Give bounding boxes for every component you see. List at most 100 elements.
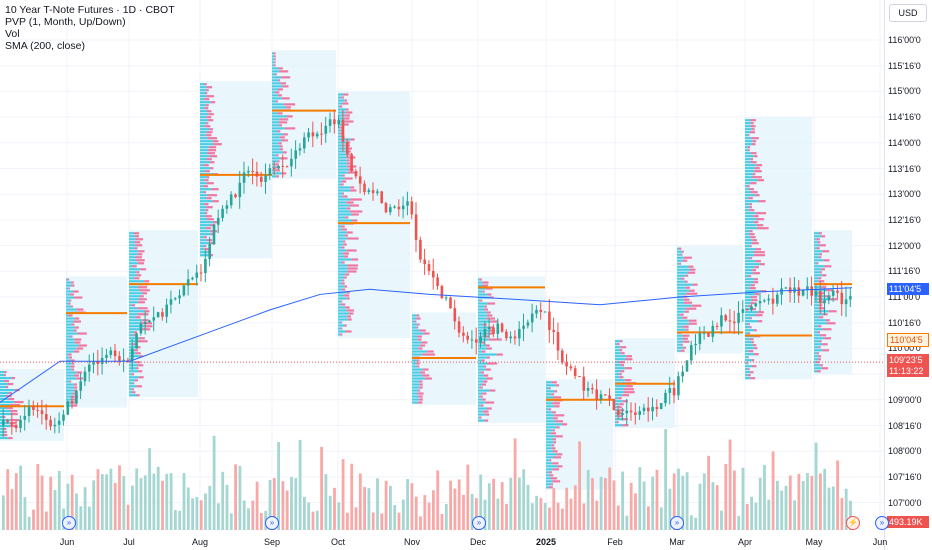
candle-body (642, 407, 646, 412)
profile-bar-up (745, 173, 753, 176)
profile-bar-up (745, 275, 749, 278)
profile-bar-down (348, 312, 354, 315)
profile-bar-down (819, 340, 822, 343)
profile-bar-up (615, 358, 626, 361)
volume-bar (169, 473, 173, 530)
profile-bar-down (749, 206, 752, 209)
profile-bar-down (212, 200, 219, 203)
profile-bar-up (814, 307, 820, 310)
volume-bar (324, 474, 328, 530)
profile-bar-up (129, 232, 135, 235)
event-icon-jun[interactable]: » (62, 516, 76, 530)
candle-body (358, 176, 362, 184)
price-axis[interactable] (884, 0, 932, 550)
volume-bar (234, 464, 237, 530)
profile-bar-down (73, 320, 81, 323)
profile-bar-up (200, 92, 206, 95)
profile-bar-up (338, 273, 345, 276)
profile-bar-down (682, 316, 688, 319)
candle-body (303, 137, 306, 149)
volume-bar (767, 499, 771, 530)
profile-bar-up (338, 111, 346, 114)
legend-indicator-pvp[interactable]: PVP (1, Month, Up/Down) (5, 16, 126, 28)
profile-bar-down (486, 407, 492, 410)
price-chart[interactable] (0, 0, 884, 550)
profile-bar-up (478, 380, 484, 383)
profile-bar-down (551, 444, 555, 447)
profile-bar-down (485, 401, 495, 404)
profile-bar-up (745, 287, 750, 290)
price-tick: 114'00'0 (888, 137, 921, 148)
profile-bar-down (76, 308, 84, 311)
profile-bar-down (489, 389, 496, 392)
profile-bar-up (338, 162, 348, 165)
time-tick: 2025 (535, 537, 557, 547)
profile-bar-up (745, 299, 752, 302)
event-icon-sep[interactable]: » (265, 516, 279, 530)
profile-bar-down (4, 379, 9, 383)
volume-bar (371, 512, 375, 530)
candle-body (36, 409, 39, 411)
volume-bar (427, 502, 431, 530)
profile-bar-up (129, 355, 140, 358)
profile-bar-down (753, 155, 758, 158)
profile-bar-up (615, 406, 619, 409)
event-icon-dec[interactable]: » (472, 516, 486, 530)
profile-bar-up (66, 332, 78, 335)
profile-bar-up (412, 383, 420, 386)
legend-indicator-vol[interactable]: Vol (5, 28, 20, 40)
profile-bar-up (338, 225, 342, 228)
profile-bar-down (756, 227, 769, 230)
profile-bar-down (144, 280, 150, 283)
volume-bar (49, 476, 53, 530)
profile-bar-down (341, 288, 346, 291)
volume-bar (776, 480, 779, 530)
profile-bar-up (745, 185, 748, 188)
profile-bar-down (204, 179, 209, 182)
profile-bar-down (136, 259, 145, 262)
dividend-icon[interactable]: ⚡ (846, 516, 860, 530)
candle-body (526, 322, 530, 326)
profile-bar-down (75, 326, 79, 329)
profile-bar-down (349, 198, 362, 201)
profile-bar-down (750, 257, 753, 260)
profile-bar-down (137, 307, 148, 310)
profile-bar-up (129, 238, 136, 241)
profile-bar-down (552, 438, 556, 441)
profile-bar-down (77, 332, 87, 335)
profile-bar-up (745, 206, 750, 209)
volume-bar (10, 489, 14, 530)
legend-indicator-sma[interactable]: SMA (200, close) (5, 40, 85, 52)
candle-body (586, 388, 590, 391)
volume-bar (96, 469, 100, 530)
profile-bar-down (486, 377, 493, 380)
profile-bar-down (754, 266, 759, 269)
volume-bar (135, 468, 139, 530)
event-icon-mar[interactable]: » (670, 516, 684, 530)
currency-button[interactable]: USD (889, 4, 927, 22)
profile-bar-up (814, 325, 819, 328)
profile-bar-down (280, 148, 283, 151)
volume-bar (543, 503, 547, 530)
volume-bar (565, 487, 569, 530)
profile-bar-down (748, 305, 752, 308)
profile-bar-down (137, 313, 149, 316)
profile-bar-down (423, 332, 430, 335)
profile-bar-down (750, 302, 755, 305)
profile-bar-up (200, 230, 211, 233)
profile-bar-up (745, 239, 753, 242)
profile-bar-down (619, 340, 623, 343)
profile-bar-up (200, 218, 207, 221)
profile-bar-down (751, 143, 756, 146)
profile-bar-down (8, 397, 15, 401)
candle-body (410, 201, 414, 215)
volume-bar (681, 475, 685, 530)
profile-bar-down (213, 143, 222, 146)
profile-bar-down (10, 403, 21, 407)
profile-bar-up (200, 248, 205, 251)
profile-bar-down (206, 86, 213, 89)
candle-body (457, 321, 461, 333)
event-icon-jun-2[interactable]: » (875, 516, 889, 530)
profile-bar-down (341, 180, 347, 183)
volume-bar (139, 478, 143, 530)
